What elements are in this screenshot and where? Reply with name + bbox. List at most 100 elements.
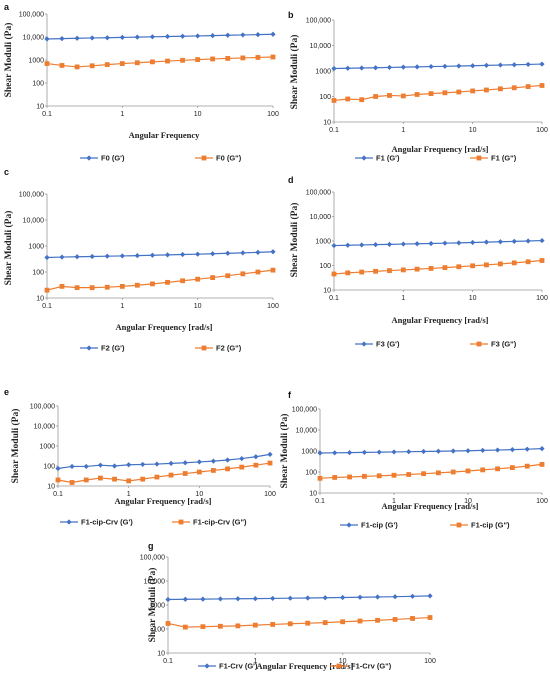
data-point [217,623,223,629]
data-point [497,239,503,245]
series-line-g-double-prime [319,463,543,479]
x-tick-label: 1 [253,658,257,665]
data-point [420,448,427,455]
x-tick-label: 0.1 [315,498,325,505]
data-point [465,448,471,454]
data-point [180,251,186,258]
data-point [539,446,545,452]
data-point [97,475,103,481]
data-point [428,240,434,247]
y-tick-label: 100,000 [292,407,317,414]
data-point [442,63,448,69]
x-axis-title: Angular Frequency [129,130,201,140]
data-point [74,285,80,291]
data-point [165,279,170,285]
y-tick-label: 100 [43,464,55,471]
y-tick-label: 1000 [149,603,165,610]
data-point [345,242,351,248]
data-point [210,468,216,473]
data-point [104,284,110,290]
data-point [225,32,231,38]
legend-label: F1-cip-Crv (G") [193,518,247,527]
x-tick-label: 100 [264,491,276,498]
data-point [345,270,351,276]
x-tick-label: 0.1 [329,295,339,302]
legend-marker [204,663,210,669]
y-axis-title: Shear Moduli (Pa) [3,23,14,98]
data-point [480,467,486,473]
data-point [376,449,382,455]
data-point [322,595,328,601]
x-tick-label: 10 [469,295,477,302]
data-point [55,465,61,472]
data-point [414,92,420,97]
y-tick-label: 100 [32,81,44,88]
legend-label: F1-cip (G') [361,521,398,530]
data-point [456,63,462,69]
data-point [524,446,530,452]
legend-label: F1 (G") [491,154,517,163]
data-point [253,462,259,468]
x-tick-label: 100 [536,498,548,505]
data-point [240,32,246,38]
data-point [270,595,276,602]
data-point [392,594,398,600]
data-point [539,237,545,244]
data-point [372,242,379,248]
data-point [442,90,448,96]
data-point [484,262,489,268]
data-point [225,273,231,279]
x-axis-title: Angular Frequency [rad/s] [382,501,479,511]
data-point [331,98,337,103]
y-tick-label: 10,000 [23,35,45,42]
chart-panel-d: d 10 100 1000 10,000 100,000 0.1 1 10 100 Angular … [288,175,548,349]
data-point [89,253,95,260]
legend-label: F2 (G') [101,344,125,353]
data-point [104,253,110,259]
data-point [168,460,174,466]
data-point [119,283,125,289]
data-point [182,624,188,630]
x-tick-label: 10 [339,658,347,665]
data-point [126,478,132,484]
panel-label: c [4,167,9,177]
data-point [375,617,380,623]
data-point [391,472,397,478]
data-point [322,620,328,625]
data-point [442,265,448,271]
chart-panel-f: f 10 100 1000 10,000 100,000 0.1 1 10 100 Angular … [279,390,548,530]
data-point [164,252,171,258]
data-point [210,33,216,39]
data-point [374,594,381,600]
data-point [126,462,132,468]
data-point [111,463,118,469]
data-point [140,461,146,468]
data-point [400,267,406,273]
y-tick-label: 10 [323,288,331,295]
data-point [509,465,515,471]
data-point [200,596,206,602]
legend-label: F3 (G') [376,340,400,349]
data-point [224,457,231,463]
legend-marker [178,519,184,525]
data-point [456,89,462,95]
data-point [470,88,476,94]
y-axis-title: Shear Moduli (Pa) [289,203,300,278]
data-point [44,254,50,261]
data-point [305,620,311,626]
legend-marker [66,519,72,525]
data-point [253,454,259,460]
data-point [44,36,50,42]
data-point [270,267,276,273]
data-point [400,64,406,70]
legend-marker [336,663,342,669]
data-point [347,474,352,480]
data-point [55,477,61,483]
data-point [255,55,261,60]
series-line-g-prime [319,448,543,454]
data-point [392,617,398,622]
data-point [539,462,545,467]
data-point [539,83,545,88]
data-point [361,473,367,479]
data-point [484,87,489,93]
